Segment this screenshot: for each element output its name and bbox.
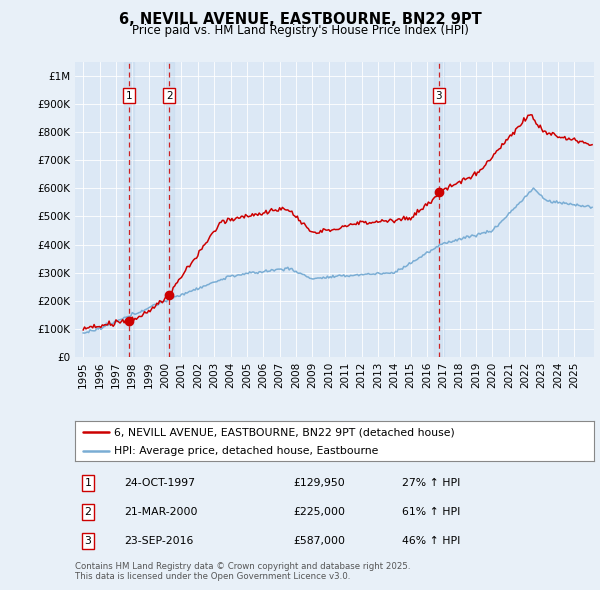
Text: 3: 3: [436, 91, 442, 101]
Text: Price paid vs. HM Land Registry's House Price Index (HPI): Price paid vs. HM Land Registry's House …: [131, 24, 469, 37]
Text: £129,950: £129,950: [293, 477, 345, 487]
Bar: [434, 62, 444, 357]
Bar: [164, 62, 174, 357]
Text: 61% ↑ HPI: 61% ↑ HPI: [402, 507, 460, 517]
Text: 21-MAR-2000: 21-MAR-2000: [124, 507, 198, 517]
Text: 23-SEP-2016: 23-SEP-2016: [124, 536, 194, 546]
Text: 46% ↑ HPI: 46% ↑ HPI: [402, 536, 460, 546]
Text: HPI: Average price, detached house, Eastbourne: HPI: Average price, detached house, East…: [114, 446, 379, 456]
Text: 27% ↑ HPI: 27% ↑ HPI: [402, 477, 460, 487]
Text: 3: 3: [85, 536, 91, 546]
Text: 6, NEVILL AVENUE, EASTBOURNE, BN22 9PT (detached house): 6, NEVILL AVENUE, EASTBOURNE, BN22 9PT (…: [114, 428, 455, 438]
Text: 1: 1: [126, 91, 133, 101]
Text: £225,000: £225,000: [293, 507, 345, 517]
Text: 2: 2: [85, 507, 91, 517]
Text: 24-OCT-1997: 24-OCT-1997: [124, 477, 196, 487]
Bar: [124, 62, 134, 357]
Text: Contains HM Land Registry data © Crown copyright and database right 2025.
This d: Contains HM Land Registry data © Crown c…: [75, 562, 410, 581]
Text: 2: 2: [166, 91, 172, 101]
Text: 6, NEVILL AVENUE, EASTBOURNE, BN22 9PT: 6, NEVILL AVENUE, EASTBOURNE, BN22 9PT: [119, 12, 481, 27]
Text: 1: 1: [85, 477, 91, 487]
Text: £587,000: £587,000: [293, 536, 345, 546]
